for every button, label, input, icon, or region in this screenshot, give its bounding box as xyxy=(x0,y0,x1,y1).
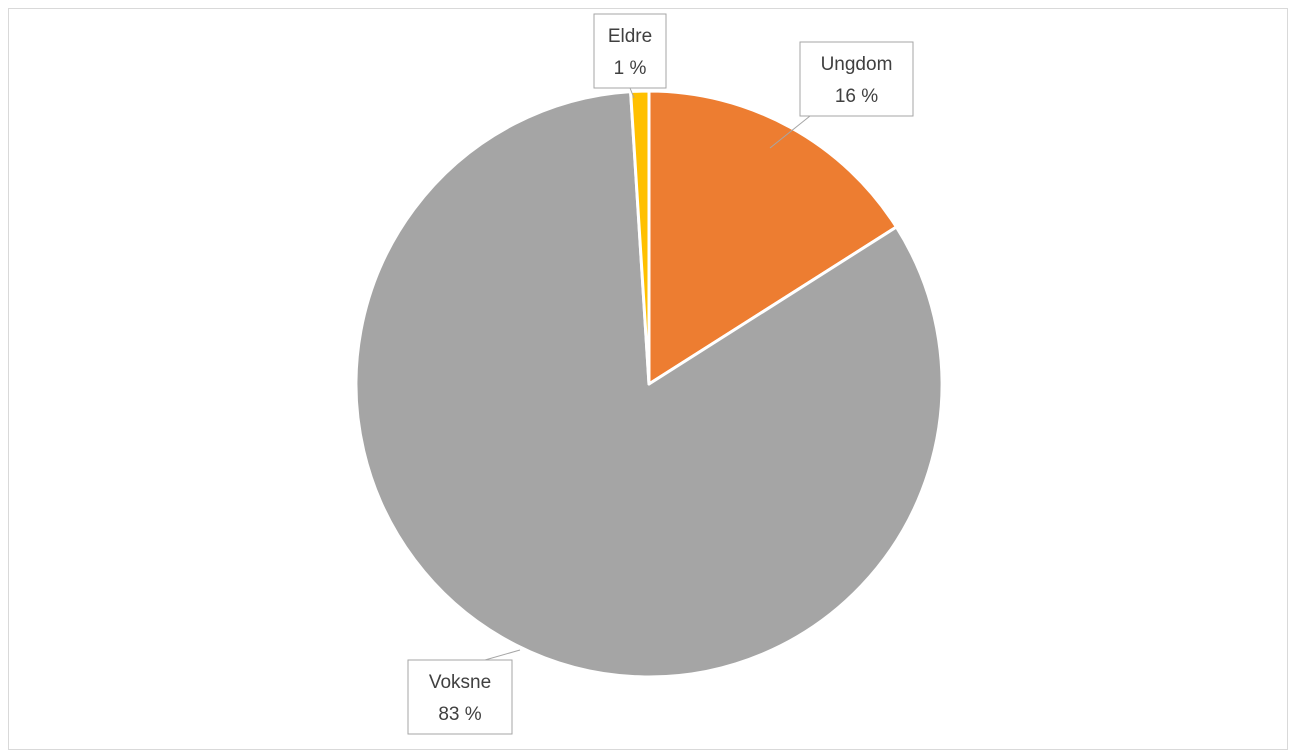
data-label-voksne: Voksne 83 % xyxy=(407,649,521,735)
leader-line xyxy=(769,115,811,149)
slices-layer xyxy=(354,89,944,679)
category-label: Ungdom xyxy=(821,54,893,75)
category-label: Voksne xyxy=(429,672,491,693)
category-label: Eldre xyxy=(608,26,652,47)
callout-box xyxy=(799,41,914,117)
pie-slice-eldre xyxy=(629,89,651,386)
leader-line xyxy=(629,87,635,99)
value-label: 83 % xyxy=(438,704,481,725)
data-label-eldre: Eldre 1 % xyxy=(593,13,667,99)
data-label-ungdom: Ungdom 16 % xyxy=(769,41,914,149)
pie-slice-ungdom xyxy=(647,89,898,386)
value-label: 16 % xyxy=(835,86,878,107)
leader-line xyxy=(484,649,521,661)
value-label: 1 % xyxy=(614,58,647,79)
callout-box xyxy=(593,13,667,89)
data-labels-layer: Ungdom 16 % Voksne 83 % Eldre 1 % xyxy=(407,13,914,735)
callout-box xyxy=(407,659,513,735)
